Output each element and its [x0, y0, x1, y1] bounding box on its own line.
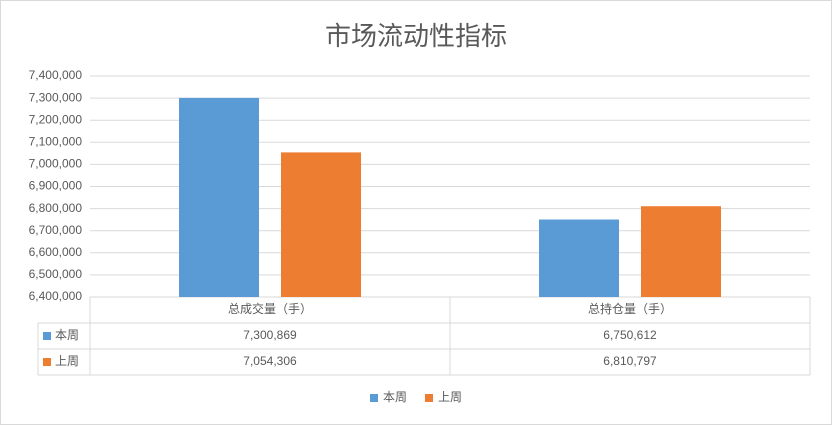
- x-tick-label: 总成交量（手）: [228, 301, 312, 316]
- y-tick-label: 7,000,000: [29, 157, 83, 171]
- y-tick-label: 7,400,000: [29, 68, 83, 82]
- y-tick-label: 7,200,000: [29, 112, 83, 126]
- y-tick-label: 6,600,000: [29, 245, 83, 259]
- table-value: 6,750,612: [603, 328, 657, 342]
- bar: [281, 152, 361, 297]
- y-tick-label: 6,500,000: [29, 267, 83, 281]
- chart-title: 市场流动性指标: [325, 21, 507, 51]
- table-value: 7,300,869: [243, 328, 297, 342]
- bar: [539, 219, 619, 297]
- legend-label: 上周: [438, 390, 462, 404]
- legend-key: [370, 394, 378, 402]
- bar: [641, 206, 721, 297]
- y-tick-label: 7,100,000: [29, 134, 83, 148]
- legend-label: 本周: [383, 390, 407, 404]
- table-legend-key: [43, 358, 51, 366]
- table-legend-key: [43, 332, 51, 340]
- y-tick-label: 6,900,000: [29, 179, 83, 193]
- y-tick-label: 6,400,000: [29, 289, 83, 303]
- y-tick-label: 6,700,000: [29, 223, 83, 237]
- y-tick-label: 6,800,000: [29, 201, 83, 215]
- table-value: 7,054,306: [243, 354, 297, 368]
- legend-key: [425, 394, 433, 402]
- table-series-name: 上周: [55, 354, 79, 368]
- table-value: 6,810,797: [603, 354, 657, 368]
- y-tick-label: 7,300,000: [29, 90, 83, 104]
- table-series-name: 本周: [55, 328, 79, 342]
- bar: [179, 97, 259, 297]
- x-tick-label: 总持仓量（手）: [588, 301, 672, 316]
